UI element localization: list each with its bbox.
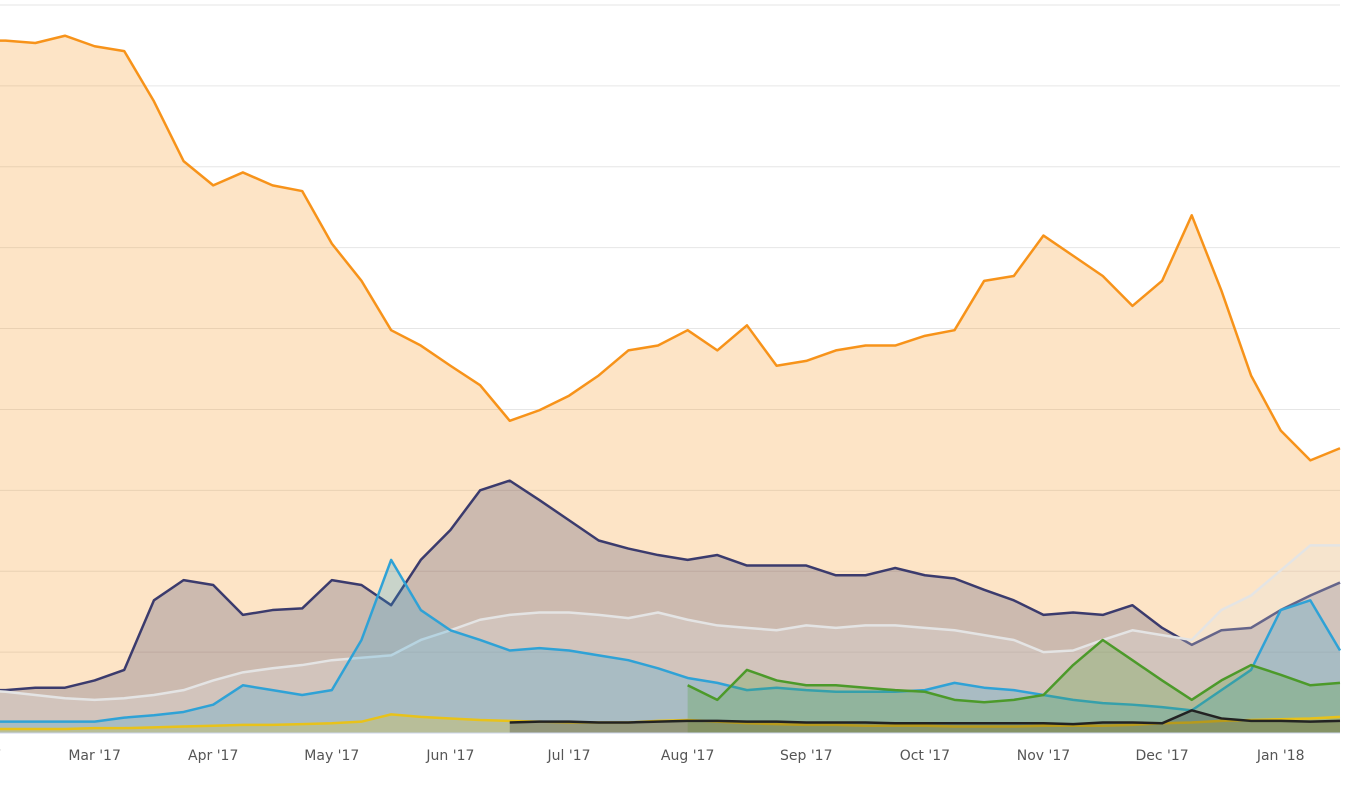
x-tick-label: Jun '17 [425,748,474,764]
series-area [0,480,1340,733]
series-area [687,639,1340,733]
series-area [509,710,1340,733]
x-tick-label: Jul '17 [547,748,591,764]
series-area [0,714,1340,733]
series-line [0,558,1342,723]
x-tick-label: Feb '17 [0,748,1,764]
series-line [0,544,1340,702]
x-tick-label: Nov '17 [1017,748,1070,764]
series-area [0,35,1340,733]
x-tick-label: Oct '17 [900,748,950,764]
series-line [687,638,1341,704]
x-tick-label: Mar '17 [68,748,121,764]
x-tick-label: Jan '18 [1256,748,1305,764]
x-tick-label: Dec '17 [1135,748,1188,764]
series-line [509,709,1341,726]
x-tick-label: Apr '17 [188,748,238,764]
series-line [0,479,1341,692]
x-tick-label: Aug '17 [661,748,714,764]
x-tick-label: Sep '17 [780,748,833,764]
series-line [0,34,1341,462]
x-tick-label: May '17 [304,748,359,764]
